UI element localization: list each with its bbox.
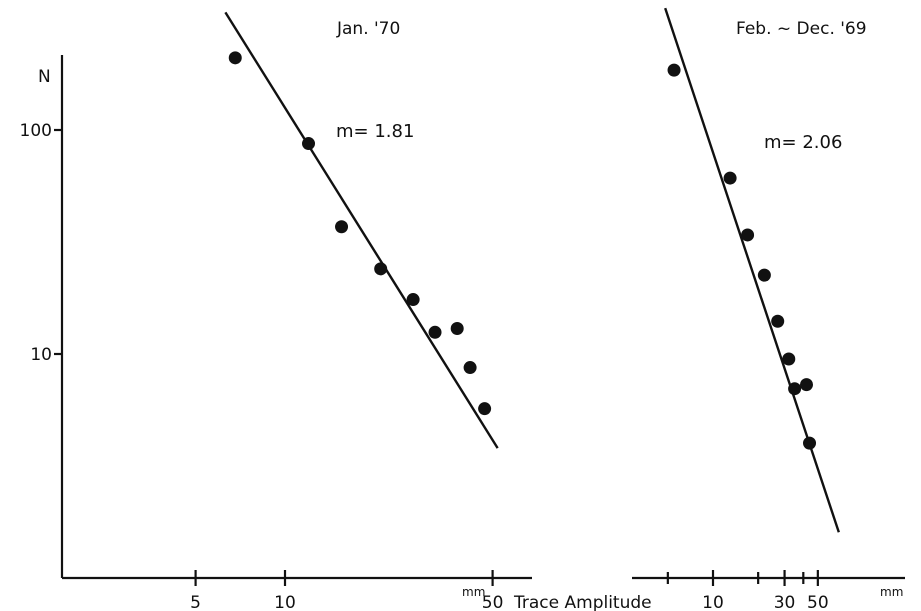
data-point <box>374 262 388 276</box>
data-point <box>782 352 796 366</box>
x-tick-label: 50 <box>482 593 504 611</box>
data-point <box>428 325 442 339</box>
y-tick-label: 100 <box>20 121 52 141</box>
x-tick-label: 10 <box>702 593 724 611</box>
data-point <box>799 378 813 392</box>
data-point <box>406 293 420 307</box>
x-tick-label: 30 <box>774 593 796 611</box>
data-point <box>450 321 464 335</box>
x-tick-label: 50 <box>807 593 829 611</box>
left-x-unit: mm <box>462 585 485 599</box>
left-panel: 10 100 5 10 50 N Jan. '70 m= 1.81 <box>20 11 532 611</box>
data-point <box>463 361 477 375</box>
data-point <box>788 382 802 396</box>
x-axis-label: Trace Amplitude <box>513 593 652 611</box>
left-x-ticks: 5 10 50 <box>190 570 503 611</box>
y-tick-label: 10 <box>30 345 52 365</box>
left-data-points <box>228 51 492 416</box>
right-data-points <box>667 63 817 450</box>
data-point <box>803 436 817 450</box>
data-point <box>723 171 737 185</box>
data-point <box>335 220 349 234</box>
right-x-unit: mm <box>880 585 903 599</box>
left-y-ticks: 10 100 <box>20 121 62 365</box>
left-y-axis-label: N <box>38 67 51 87</box>
data-point <box>228 51 242 65</box>
x-tick-label: 10 <box>274 593 296 611</box>
right-x-ticks: 10 30 50 <box>666 570 829 611</box>
x-tick-label: 5 <box>190 593 201 611</box>
left-panel-title: Jan. '70 <box>336 19 400 39</box>
right-panel: 10 30 50 Feb. ~ Dec. '69 m= 2.06 <box>632 7 905 611</box>
right-panel-title: Feb. ~ Dec. '69 <box>736 19 867 39</box>
data-point <box>771 314 785 328</box>
right-fit-line <box>664 7 840 533</box>
right-slope-annotation: m= 2.06 <box>764 132 842 153</box>
left-slope-annotation: m= 1.81 <box>336 121 414 142</box>
data-point <box>667 63 681 77</box>
data-point <box>757 268 771 282</box>
data-point <box>302 137 316 151</box>
left-fit-line <box>224 11 499 449</box>
data-point <box>478 402 492 416</box>
data-point <box>741 228 755 242</box>
